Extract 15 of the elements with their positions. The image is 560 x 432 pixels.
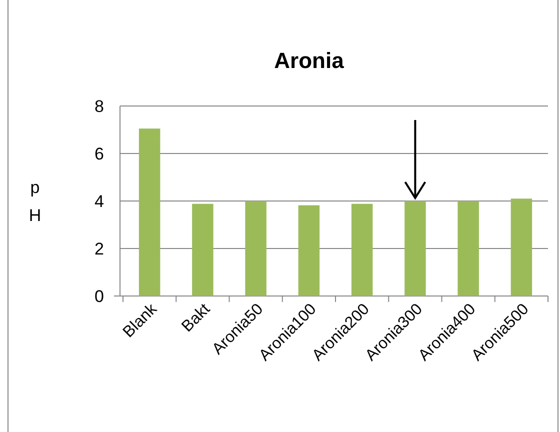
chart-title: Aronia [274, 48, 345, 73]
bar [351, 204, 373, 296]
y-tick-label: 8 [94, 96, 104, 116]
bar [404, 201, 426, 296]
y-tick-label: 4 [94, 192, 104, 211]
bar [138, 128, 160, 296]
y-axis-title: pH [28, 178, 42, 225]
bar [245, 201, 266, 296]
bar [510, 198, 532, 296]
y-tick-label: 2 [94, 239, 104, 258]
bar [458, 201, 479, 296]
y-tick-label: 0 [94, 286, 104, 306]
bar [192, 204, 214, 296]
y-tick-label: 6 [94, 144, 104, 164]
bar [298, 205, 320, 296]
